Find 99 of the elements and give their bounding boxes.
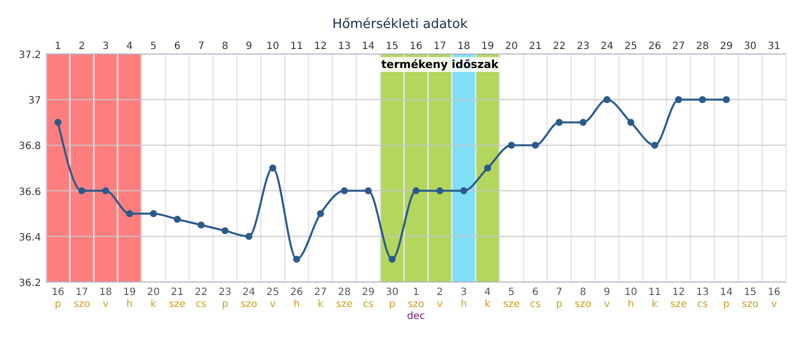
x2-tick-label: 15 xyxy=(386,41,398,52)
x-tick-label: 14 p xyxy=(720,287,733,310)
point xyxy=(364,187,372,194)
x2-tick-label: 6 xyxy=(174,41,180,52)
chart-title: Hőmérsékleti adatok xyxy=(332,17,468,32)
x2-tick-label: 10 xyxy=(266,41,280,52)
point xyxy=(484,164,492,172)
x-tick-label: 30 p xyxy=(386,287,398,310)
x2-tick-label: 19 xyxy=(481,41,494,52)
point xyxy=(412,187,420,194)
x-tick-label: 25 v xyxy=(266,287,280,310)
band-label: termékeny időszak xyxy=(381,58,500,71)
point xyxy=(722,96,730,104)
x-tick-label: 10 h xyxy=(624,287,638,310)
x2-tick-label: 8 xyxy=(222,41,228,52)
x2-tick-label: 30 xyxy=(744,41,757,52)
y-tick-label: 36.6 xyxy=(18,186,41,198)
point xyxy=(293,256,300,263)
x-tick-label: 27 k xyxy=(314,287,327,310)
x2-tick-label: 13 xyxy=(338,41,351,52)
x-tick-label: 2 v xyxy=(436,287,444,310)
x2-tick-label: 11 xyxy=(290,41,304,52)
x-tick-label: 28 sze xyxy=(336,287,353,310)
y-tick-label: 37 xyxy=(28,96,41,107)
x2-tick-label: 12 xyxy=(314,41,327,52)
x-tick-label: 5 sze xyxy=(503,287,520,310)
y-tick-label: 36.4 xyxy=(18,232,41,244)
y-tick-label: 36.8 xyxy=(18,141,41,152)
x-tick-label: 6 cs xyxy=(530,287,541,310)
point xyxy=(675,96,682,104)
x2-tick-label: 4 xyxy=(126,41,133,52)
point xyxy=(340,187,348,194)
point xyxy=(150,210,157,218)
x2-tick-label: 26 xyxy=(648,41,662,52)
y-tick-label: 37.2 xyxy=(18,50,41,61)
x-tick-label: 9 v xyxy=(604,287,610,310)
x2-tick-label: 25 xyxy=(624,41,638,52)
x-tick-label: 22 cs xyxy=(194,287,208,310)
x-tick-label: 3 h xyxy=(460,287,467,310)
x-tick-label: 19 h xyxy=(123,287,136,310)
point xyxy=(460,187,468,194)
point xyxy=(78,187,86,194)
x-tick-label: 26 h xyxy=(290,287,304,310)
point xyxy=(174,216,181,223)
point xyxy=(126,210,134,218)
point xyxy=(508,142,515,149)
x-tick-label: 13 cs xyxy=(696,287,709,310)
x2-tick-label: 16 xyxy=(410,41,422,52)
x2-tick-label: 28 xyxy=(696,41,709,52)
x-tick-label: 16 p xyxy=(52,287,64,310)
point xyxy=(102,187,110,194)
point xyxy=(627,118,634,126)
point xyxy=(556,118,563,126)
x-tick-label: 8 szo xyxy=(574,287,592,310)
point xyxy=(198,222,205,228)
point xyxy=(317,210,324,218)
x-tick-label: 7 p xyxy=(556,287,562,310)
x2-tick-label: 2 xyxy=(78,41,85,52)
point xyxy=(698,96,706,104)
x2-tick-label: 5 xyxy=(150,41,157,52)
point xyxy=(269,164,276,172)
x-tick-label: 11 k xyxy=(648,287,662,310)
x2-tick-label: 7 xyxy=(198,41,204,52)
x2-tick-label: 29 xyxy=(720,41,733,52)
x2-tick-label: 1 xyxy=(54,41,62,52)
x2-tick-label: 14 xyxy=(362,41,375,52)
x-tick-label: 15 szo xyxy=(742,287,758,310)
point xyxy=(603,96,610,104)
point xyxy=(532,142,539,149)
point xyxy=(388,256,396,263)
point xyxy=(651,142,658,149)
point xyxy=(580,118,587,126)
y-tick-label: 36.2 xyxy=(18,278,41,289)
point xyxy=(54,118,62,126)
x2-tick-label: 9 xyxy=(246,41,252,52)
x2-tick-label: 27 xyxy=(672,41,685,52)
point xyxy=(245,232,252,240)
x-tick-label: 24 szo xyxy=(240,287,258,310)
x-tick-label: 21 sze xyxy=(168,287,186,310)
x-tick-label: 18 v xyxy=(99,287,112,310)
point xyxy=(436,187,444,194)
x2-tick-label: 24 xyxy=(600,41,614,52)
x2-tick-label: 21 xyxy=(528,41,542,52)
point xyxy=(222,227,229,234)
x-tick-label: 1 szo dec xyxy=(407,287,425,322)
x2-tick-label: 23 xyxy=(576,41,590,52)
x2-tick-label: 3 xyxy=(102,41,109,52)
x-tick-label: 20 k xyxy=(147,287,160,310)
x2-tick-label: 31 xyxy=(768,41,780,52)
x2-tick-label: 18 xyxy=(457,41,470,52)
x2-tick-label: 17 xyxy=(434,41,446,52)
x-tick-label: 17 szo xyxy=(74,287,90,310)
x2-tick-label: 20 xyxy=(505,41,518,52)
x-tick-label: 29 cs xyxy=(362,287,375,310)
x-tick-label: 23 p xyxy=(218,287,232,310)
x-tick-label: 12 sze xyxy=(670,287,687,310)
x-tick-label: 4 k xyxy=(484,287,491,310)
x2-tick-label: 22 xyxy=(552,41,566,52)
x-tick-label: 16 v xyxy=(768,287,780,310)
